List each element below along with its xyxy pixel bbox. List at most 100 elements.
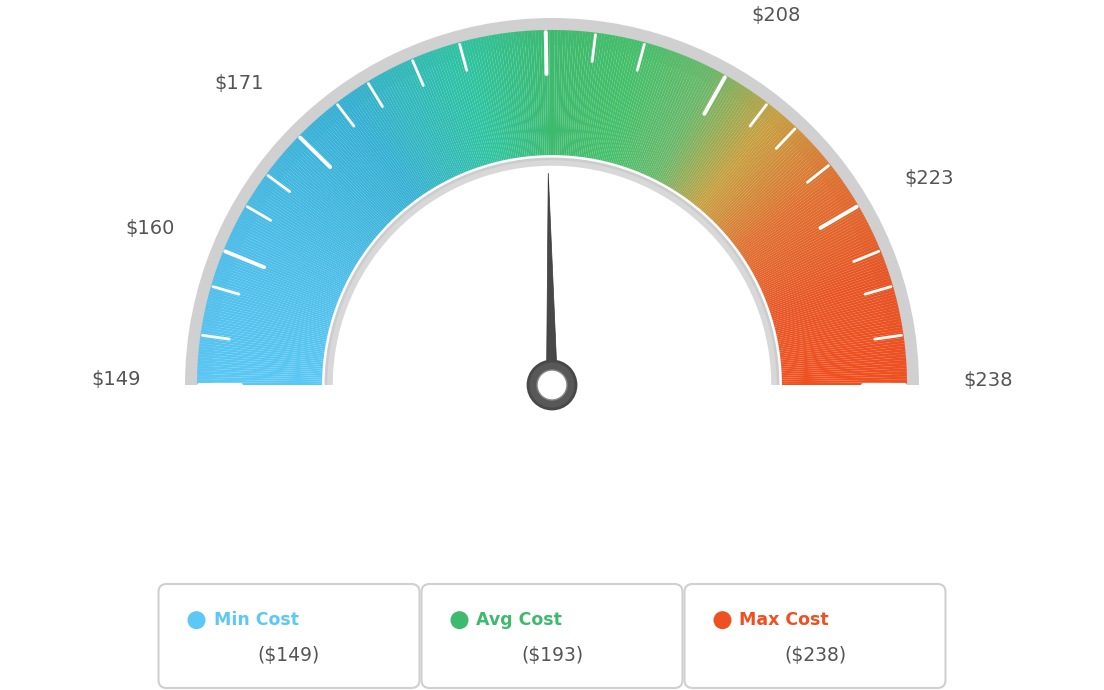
Wedge shape [655,68,713,180]
Circle shape [450,611,468,629]
Wedge shape [757,224,870,282]
Wedge shape [598,37,627,160]
Wedge shape [314,121,399,215]
Wedge shape [775,297,896,330]
Wedge shape [205,305,328,335]
Wedge shape [747,197,854,265]
Wedge shape [240,214,350,276]
Wedge shape [257,186,362,257]
Wedge shape [611,42,646,163]
Wedge shape [445,46,485,166]
Wedge shape [364,82,432,190]
Wedge shape [772,278,891,317]
Wedge shape [198,374,322,380]
Wedge shape [593,36,618,159]
Wedge shape [708,124,795,217]
Wedge shape [373,77,438,186]
Wedge shape [367,81,434,189]
Wedge shape [650,63,705,177]
Wedge shape [381,72,443,184]
Wedge shape [232,229,346,286]
Wedge shape [443,46,482,166]
Wedge shape [602,39,633,161]
Wedge shape [198,371,322,378]
Wedge shape [779,329,903,351]
Wedge shape [307,126,394,219]
Wedge shape [416,56,466,172]
Wedge shape [216,268,335,310]
Wedge shape [224,246,340,297]
Wedge shape [743,188,849,259]
Wedge shape [745,193,852,262]
Wedge shape [726,155,824,237]
Wedge shape [527,30,538,155]
Wedge shape [613,43,648,164]
Wedge shape [625,48,667,168]
Wedge shape [217,262,337,307]
Wedge shape [199,352,323,365]
Wedge shape [295,138,386,226]
Text: $171: $171 [214,75,264,93]
Wedge shape [399,63,454,177]
Wedge shape [707,122,793,216]
Wedge shape [254,190,360,260]
Wedge shape [301,132,391,222]
Circle shape [528,361,576,409]
Wedge shape [437,48,479,168]
Wedge shape [779,332,903,353]
Wedge shape [690,101,767,202]
Wedge shape [204,310,327,338]
Wedge shape [668,78,733,187]
Wedge shape [212,281,332,319]
Wedge shape [453,43,489,164]
Wedge shape [213,275,333,315]
Wedge shape [227,239,342,292]
Wedge shape [488,35,512,159]
Wedge shape [723,148,818,233]
Wedge shape [592,35,616,159]
Wedge shape [631,52,678,170]
Wedge shape [776,305,899,335]
Wedge shape [740,179,842,253]
Wedge shape [670,81,737,189]
Wedge shape [524,31,535,156]
Wedge shape [645,60,698,175]
Wedge shape [220,257,338,304]
Wedge shape [379,74,442,184]
Wedge shape [210,288,330,324]
Wedge shape [284,150,380,235]
Wedge shape [782,363,906,373]
Wedge shape [219,259,337,306]
Wedge shape [393,66,450,179]
Wedge shape [198,357,322,368]
Wedge shape [699,112,781,209]
Wedge shape [700,113,783,210]
Wedge shape [761,234,874,288]
FancyBboxPatch shape [684,584,945,688]
Wedge shape [535,30,543,155]
Wedge shape [248,199,355,266]
Wedge shape [289,144,383,230]
Wedge shape [758,229,872,286]
Wedge shape [231,231,344,287]
Wedge shape [560,30,566,155]
Wedge shape [258,183,363,256]
Wedge shape [782,380,907,383]
Wedge shape [590,34,613,159]
Text: ($193): ($193) [521,646,583,665]
Wedge shape [206,299,329,331]
Wedge shape [229,237,343,290]
Wedge shape [555,30,561,155]
Wedge shape [209,294,330,328]
Wedge shape [637,55,686,172]
Wedge shape [401,63,456,177]
Wedge shape [773,286,893,322]
Text: $208: $208 [752,6,800,25]
Wedge shape [740,181,845,254]
Wedge shape [233,226,347,284]
Wedge shape [746,195,853,264]
Wedge shape [209,291,330,326]
Wedge shape [486,36,511,159]
Wedge shape [213,278,332,317]
Wedge shape [505,33,523,157]
